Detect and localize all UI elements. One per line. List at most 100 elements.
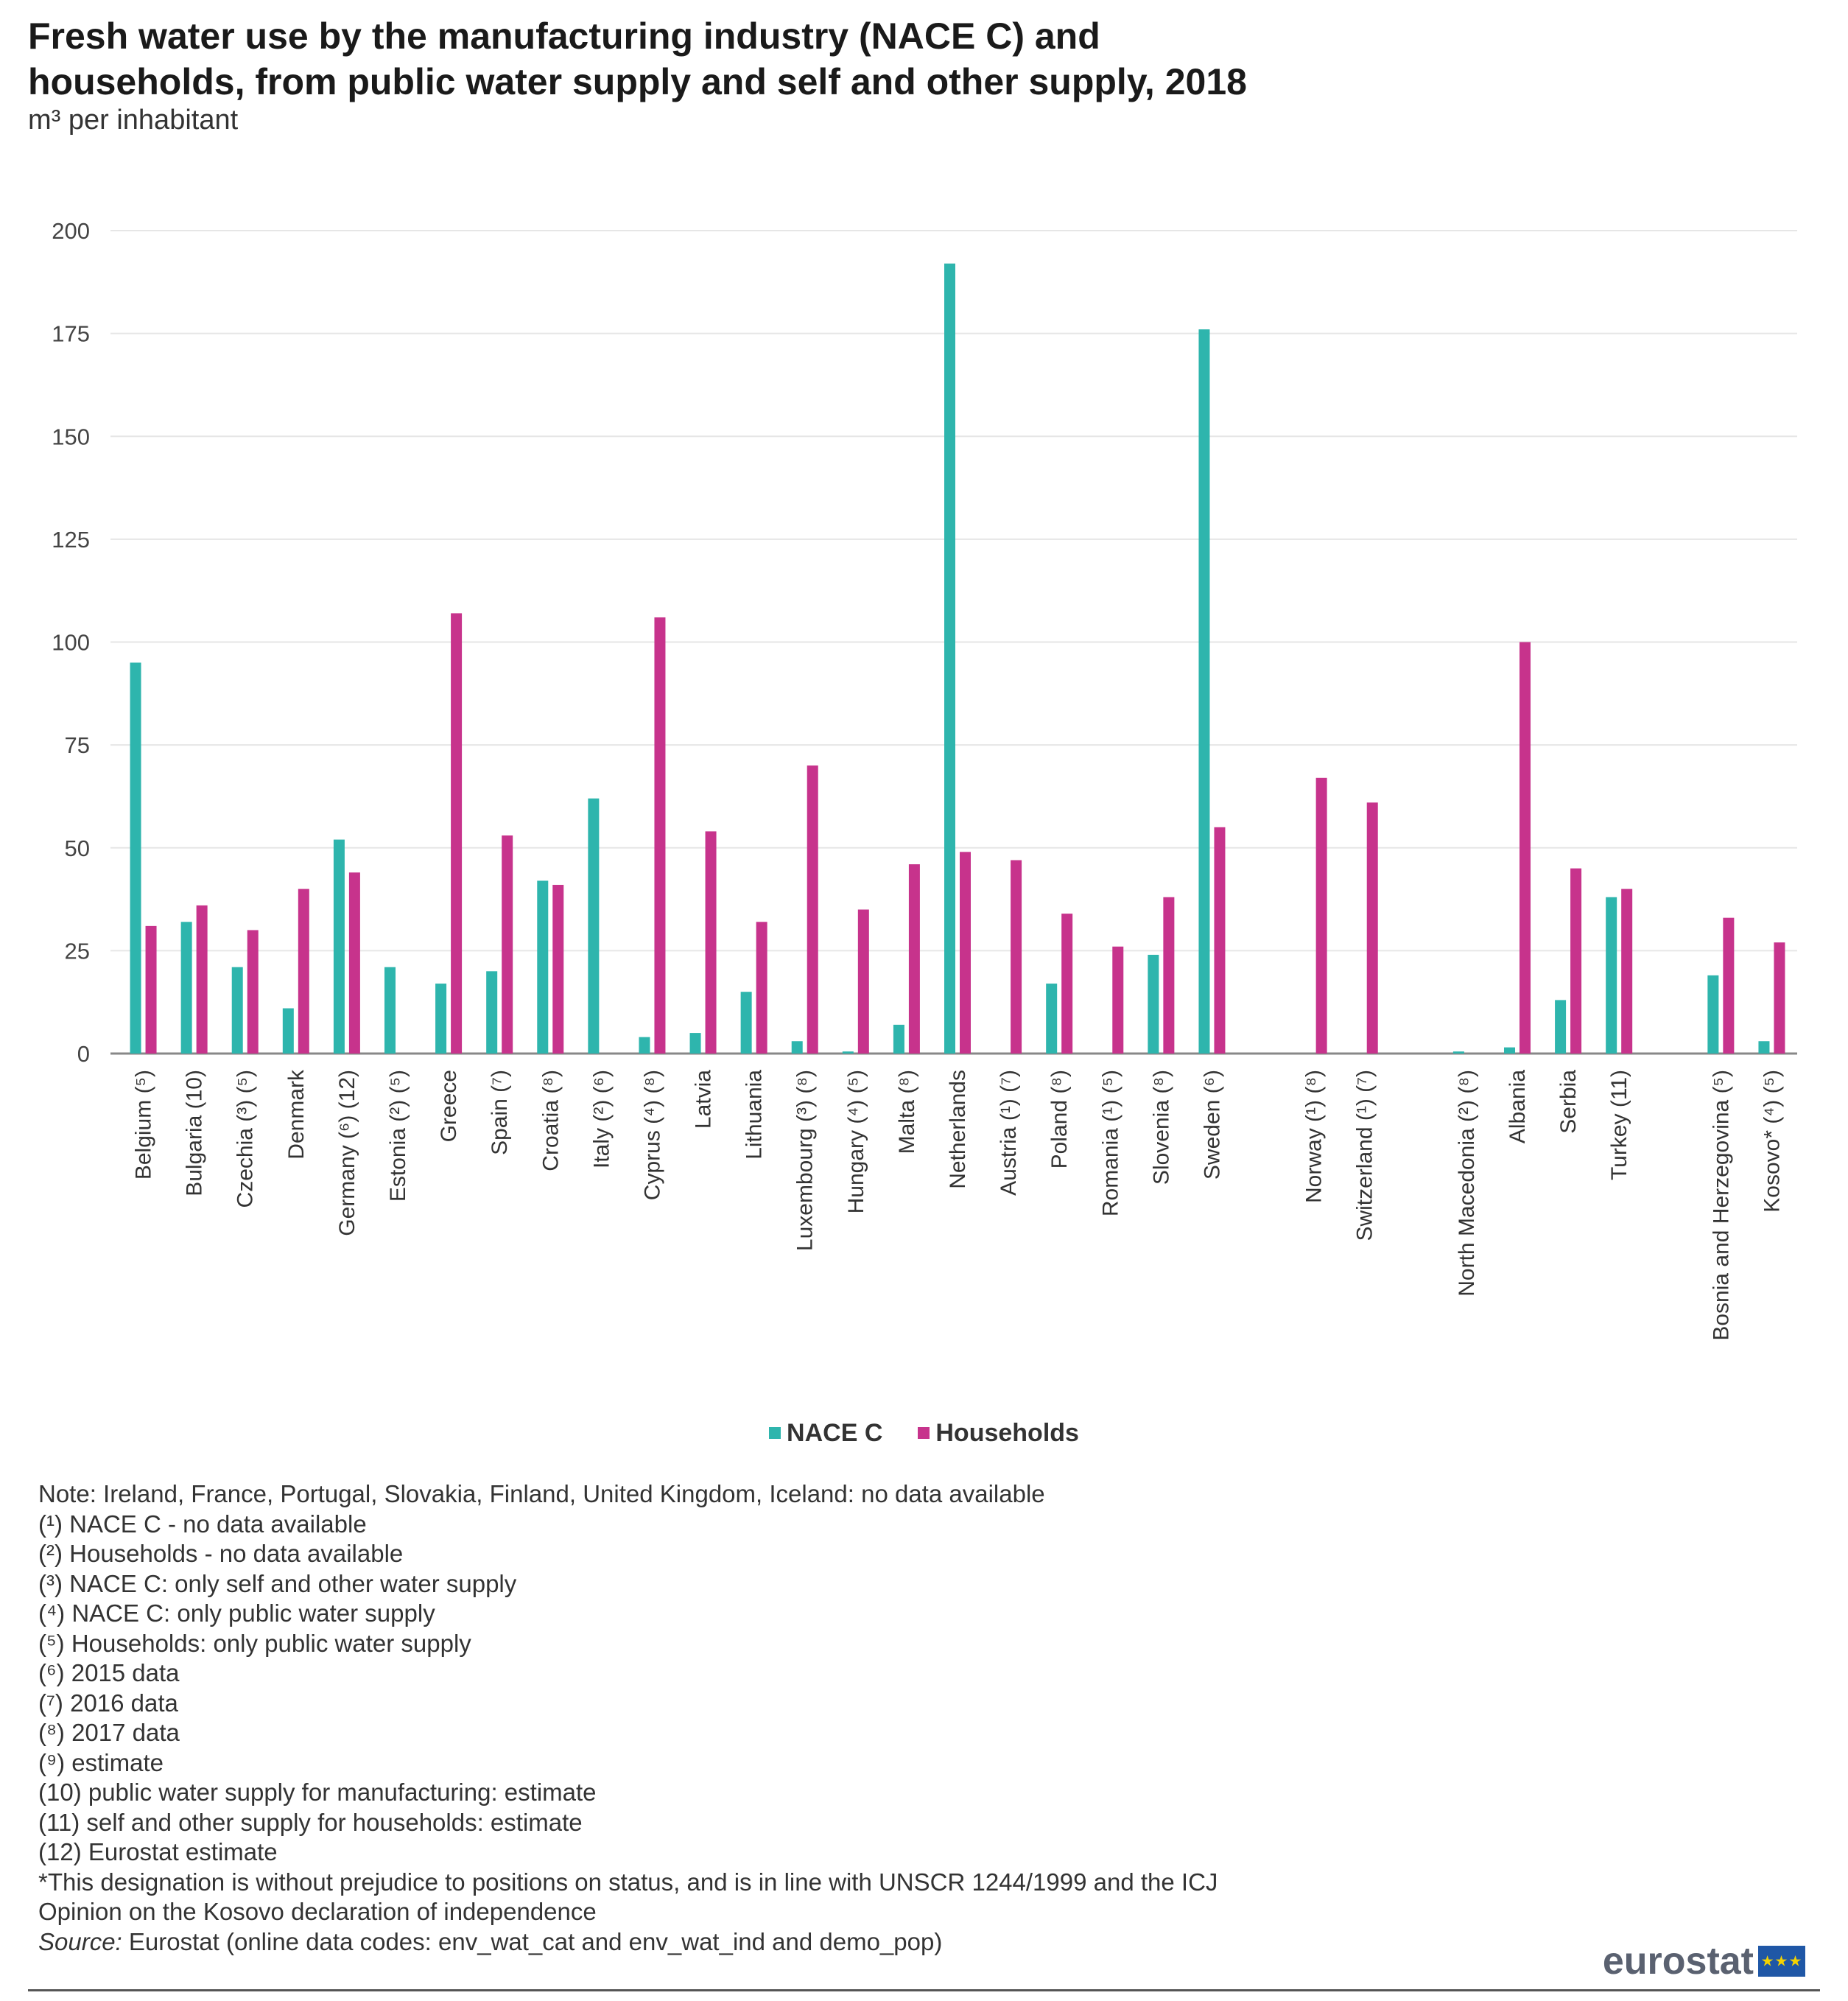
bar-households xyxy=(1519,642,1531,1054)
chart-title-line2: households, from public water supply and… xyxy=(28,61,1247,102)
bar-households xyxy=(502,835,513,1054)
x-category-label: Romania (¹) (⁵) xyxy=(1098,1070,1122,1216)
note-line: (12) Eurostat estimate xyxy=(38,1838,278,1865)
bar-households xyxy=(1061,914,1073,1054)
x-category-label: Poland (⁸) xyxy=(1047,1070,1072,1168)
bar-households xyxy=(1112,946,1124,1054)
bar-nace xyxy=(588,798,600,1054)
y-tick-label: 100 xyxy=(52,630,90,656)
note-line: (⁷) 2016 data xyxy=(38,1689,178,1717)
bar-nace xyxy=(639,1037,650,1054)
bar-households xyxy=(1621,889,1633,1054)
note-line: (⁶) 2015 data xyxy=(38,1659,180,1686)
x-category-label: Greece xyxy=(437,1070,461,1142)
note-line: Opinion on the Kosovo declaration of ind… xyxy=(38,1898,597,1925)
bar-nace xyxy=(1606,897,1617,1054)
y-tick-label: 125 xyxy=(52,527,90,553)
bar-nace xyxy=(180,922,192,1054)
note-line: (²) Households - no data available xyxy=(38,1540,404,1567)
bar-households xyxy=(756,922,767,1054)
eu-flag-stars: ★★★ xyxy=(1760,1953,1803,1970)
bar-nace xyxy=(1707,975,1719,1054)
source-label: Source: xyxy=(38,1927,122,1955)
x-category-label: Germany (⁶) (12) xyxy=(335,1070,359,1236)
y-tick-label: 75 xyxy=(65,732,90,758)
bar-households xyxy=(908,864,920,1054)
bar-nace xyxy=(740,992,752,1054)
chart-title: Fresh water use by the manufacturing ind… xyxy=(28,13,1722,105)
note-line: (⁹) estimate xyxy=(38,1748,164,1776)
bar-households xyxy=(960,852,971,1054)
bar-nace xyxy=(842,1051,854,1054)
bar-nace xyxy=(537,880,549,1054)
x-category-label: Slovenia (⁸) xyxy=(1149,1070,1173,1185)
chart-legend: NACE C Households xyxy=(0,1411,1848,1455)
bar-households xyxy=(348,872,360,1054)
bar-households xyxy=(654,617,666,1054)
note-line: (11) self and other supply for household… xyxy=(38,1808,583,1836)
chart-subtitle: m³ per inhabitant xyxy=(28,105,239,136)
x-category-label: Spain (⁷) xyxy=(488,1070,512,1155)
bar-households xyxy=(807,765,818,1054)
bar-households xyxy=(552,885,564,1054)
y-tick-label: 25 xyxy=(65,938,90,964)
note-line: (⁸) 2017 data xyxy=(38,1719,180,1746)
chart-title-line1: Fresh water use by the manufacturing ind… xyxy=(28,15,1100,57)
bar-households xyxy=(1315,777,1327,1054)
bar-nace xyxy=(893,1024,904,1054)
x-category-label: Lithuania xyxy=(742,1070,767,1160)
x-category-label: Croatia (⁸) xyxy=(538,1070,563,1171)
note-line: (⁵) Households: only public water supply xyxy=(38,1629,471,1657)
bar-households xyxy=(145,925,157,1054)
bar-nace xyxy=(689,1033,701,1054)
x-category-label: Hungary (⁴) (⁵) xyxy=(844,1070,868,1213)
x-category-label: Austria (¹) (⁷) xyxy=(997,1070,1021,1196)
x-category-label: Belgium (⁵) xyxy=(132,1070,156,1180)
bar-nace xyxy=(1504,1047,1515,1054)
x-category-label: Luxembourg (³) (⁸) xyxy=(793,1070,818,1251)
note-line: Note: Ireland, France, Portugal, Slovaki… xyxy=(38,1480,1045,1507)
x-category-label: Bosnia and Herzegovina (⁵) xyxy=(1709,1070,1733,1341)
y-tick-label: 0 xyxy=(77,1041,90,1067)
bar-households xyxy=(1774,942,1785,1054)
bar-households xyxy=(247,930,259,1054)
y-tick-label: 175 xyxy=(52,321,90,347)
bar-households xyxy=(298,889,309,1054)
bar-nace xyxy=(231,967,243,1054)
bar-nace xyxy=(1452,1051,1464,1054)
bar-nace xyxy=(1555,1000,1567,1054)
legend-item-nace: NACE C xyxy=(769,1419,882,1448)
bar-households xyxy=(705,831,717,1054)
x-category-label: Italy (²) (⁶) xyxy=(589,1070,614,1168)
x-category-label: Bulgaria (10) xyxy=(183,1070,207,1196)
x-category-label: Czechia (³) (⁵) xyxy=(233,1070,258,1208)
x-category-label: Kosovo* (⁴) (⁵) xyxy=(1760,1070,1784,1213)
bar-nace xyxy=(486,971,498,1054)
note-line: (¹) NACE C - no data available xyxy=(38,1510,367,1538)
bar-households xyxy=(196,905,208,1054)
x-category-label: Netherlands xyxy=(946,1070,970,1189)
bar-chart: 0 25 50 75 100 125 150 175 200 Belgium (⁵) Bulgari… xyxy=(52,218,1797,1341)
bar-households xyxy=(1214,827,1226,1054)
x-category-label: Denmark xyxy=(284,1069,309,1160)
source-line: Source: Eurostat (online data codes: env… xyxy=(38,1927,1791,1958)
bar-households xyxy=(1011,860,1022,1054)
legend-label-nace: NACE C xyxy=(787,1418,883,1447)
chart-notes: Note: Ireland, France, Portugal, Slovaki… xyxy=(38,1479,1791,1957)
x-category-label: North Macedonia (²) (⁸) xyxy=(1455,1070,1479,1297)
x-category-label: Malta (⁸) xyxy=(895,1070,919,1154)
bar-nace xyxy=(791,1041,803,1054)
x-category-label: Sweden (⁶) xyxy=(1200,1070,1224,1180)
y-tick-label: 200 xyxy=(52,218,90,244)
source-text: Eurostat (online data codes: env_wat_cat… xyxy=(128,1927,943,1955)
legend-swatch-households xyxy=(918,1427,930,1439)
note-line: (⁴) NACE C: only public water supply xyxy=(38,1599,435,1627)
x-category-label: Estonia (²) (⁵) xyxy=(386,1070,410,1202)
bar-households xyxy=(1723,917,1735,1054)
bar-nace xyxy=(384,967,396,1054)
x-category-label: Albania xyxy=(1506,1070,1530,1143)
legend-swatch-nace xyxy=(769,1427,781,1439)
bar-nace xyxy=(130,662,141,1054)
bar-nace xyxy=(944,263,955,1054)
x-category-label: Cyprus (⁴) (⁸) xyxy=(640,1070,664,1200)
